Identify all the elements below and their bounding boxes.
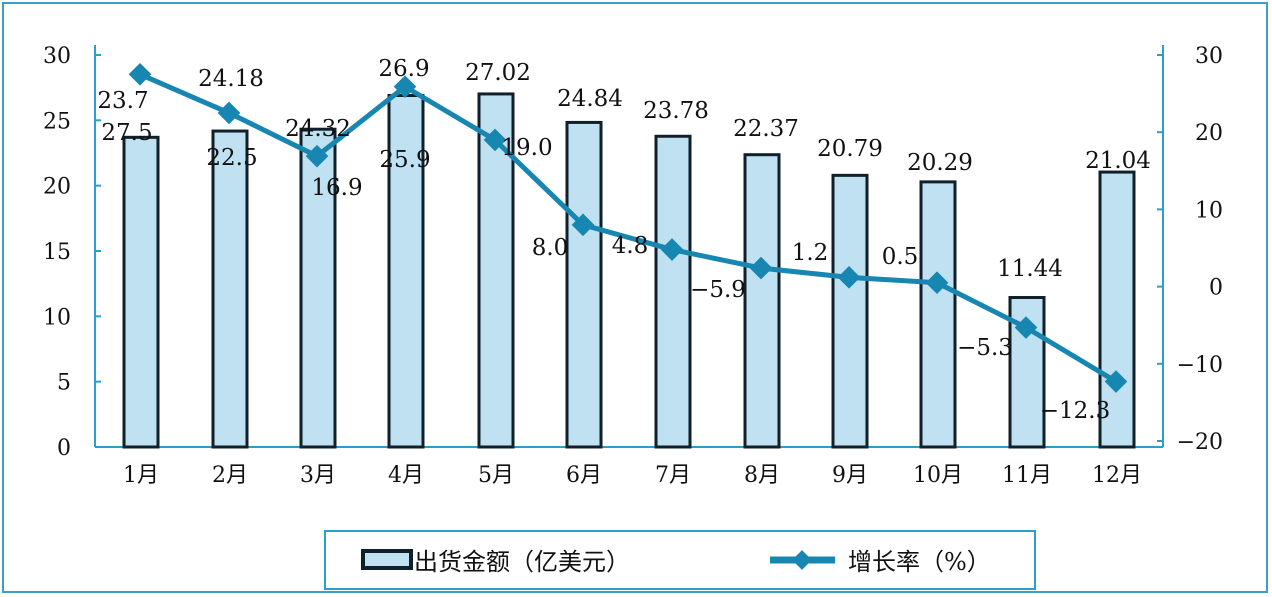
right-tick-label: 0 [1209,276,1223,301]
growth-value-label: 27.5 [101,120,152,146]
bar [387,94,425,449]
bar [211,129,249,449]
growth-value-label: −12.3 [1040,398,1110,424]
bar-value-label: 24.84 [557,86,623,112]
bar-value-label: 22.37 [733,116,799,142]
bar-value-label: 24.18 [198,66,264,92]
growth-value-label: 16.9 [311,175,362,201]
right-tick-label: −20 [1177,430,1223,455]
growth-value-label: 22.5 [206,145,257,171]
growth-value-label: −5.3 [957,335,1013,361]
x-tick-label: 5月 [478,463,514,488]
right-tick-label: 30 [1195,44,1223,69]
bar [299,127,337,449]
growth-value-label: 8.0 [532,235,569,261]
bar [1098,170,1136,449]
x-tick-label: 4月 [388,463,424,488]
growth-value-label: 0.5 [882,244,919,270]
growth-marker [217,101,241,125]
growth-marker [1014,316,1038,339]
left-tick-label: 0 [57,436,71,461]
left-tick-label: 5 [57,371,71,396]
bar [654,134,692,449]
x-tick-label: 2月 [212,463,248,488]
growth-marker [128,62,152,86]
x-tick-label: 7月 [655,463,691,488]
bar-value-label: 20.79 [817,136,883,162]
growth-marker [837,266,861,289]
x-tick-label: 11月 [1002,463,1052,488]
bar-value-label: 23.78 [643,98,709,124]
legend-bar-swatch [361,549,413,570]
right-tick-label: 10 [1195,198,1223,223]
legend-bar-label: 出货金额（亿美元） [414,548,630,576]
bar-value-label: 20.29 [907,150,973,176]
growth-marker [1104,370,1128,393]
right-tick-label: −10 [1177,353,1223,378]
left-tick-label: 20 [43,175,71,200]
growth-marker [925,271,949,295]
bar-value-label: 27.02 [465,60,531,86]
bar [831,173,869,449]
left-tick-label: 15 [43,240,71,265]
bar-value-label: 23.7 [97,88,148,114]
growth-value-label: 19.0 [501,135,552,161]
x-tick-label: 12月 [1092,463,1142,488]
legend-box [324,530,1036,590]
bar-value-label: 11.44 [997,256,1063,282]
growth-value-label: 1.2 [792,240,829,266]
bar [919,180,957,449]
x-tick-label: 10月 [913,463,963,488]
x-tick-label: 3月 [300,463,336,488]
bar-value-label: 26.9 [378,56,429,82]
growth-value-label: 25.9 [379,147,430,173]
growth-line [139,72,1118,384]
growth-marker [749,256,773,280]
x-tick-label: 6月 [566,463,602,488]
left-tick-label: 10 [43,305,71,330]
x-tick-label: 1月 [123,463,159,488]
bar [565,120,603,449]
bar-value-label: 21.04 [1085,148,1151,174]
legend-line-marker [792,550,812,570]
x-tick-label: 9月 [832,463,868,488]
bar [122,135,160,449]
bar [743,153,781,449]
left-tick-label: 25 [43,109,71,134]
growth-marker [393,75,417,98]
growth-value-label: 4.8 [612,233,649,259]
growth-value-label: −5.9 [690,277,746,303]
x-tick-label: 8月 [744,463,780,488]
bar-value-label: 24.32 [285,116,351,142]
left-tick-label: 30 [43,44,71,69]
legend-line-label: 增长率（%） [848,548,991,576]
right-tick-label: 20 [1195,121,1223,146]
